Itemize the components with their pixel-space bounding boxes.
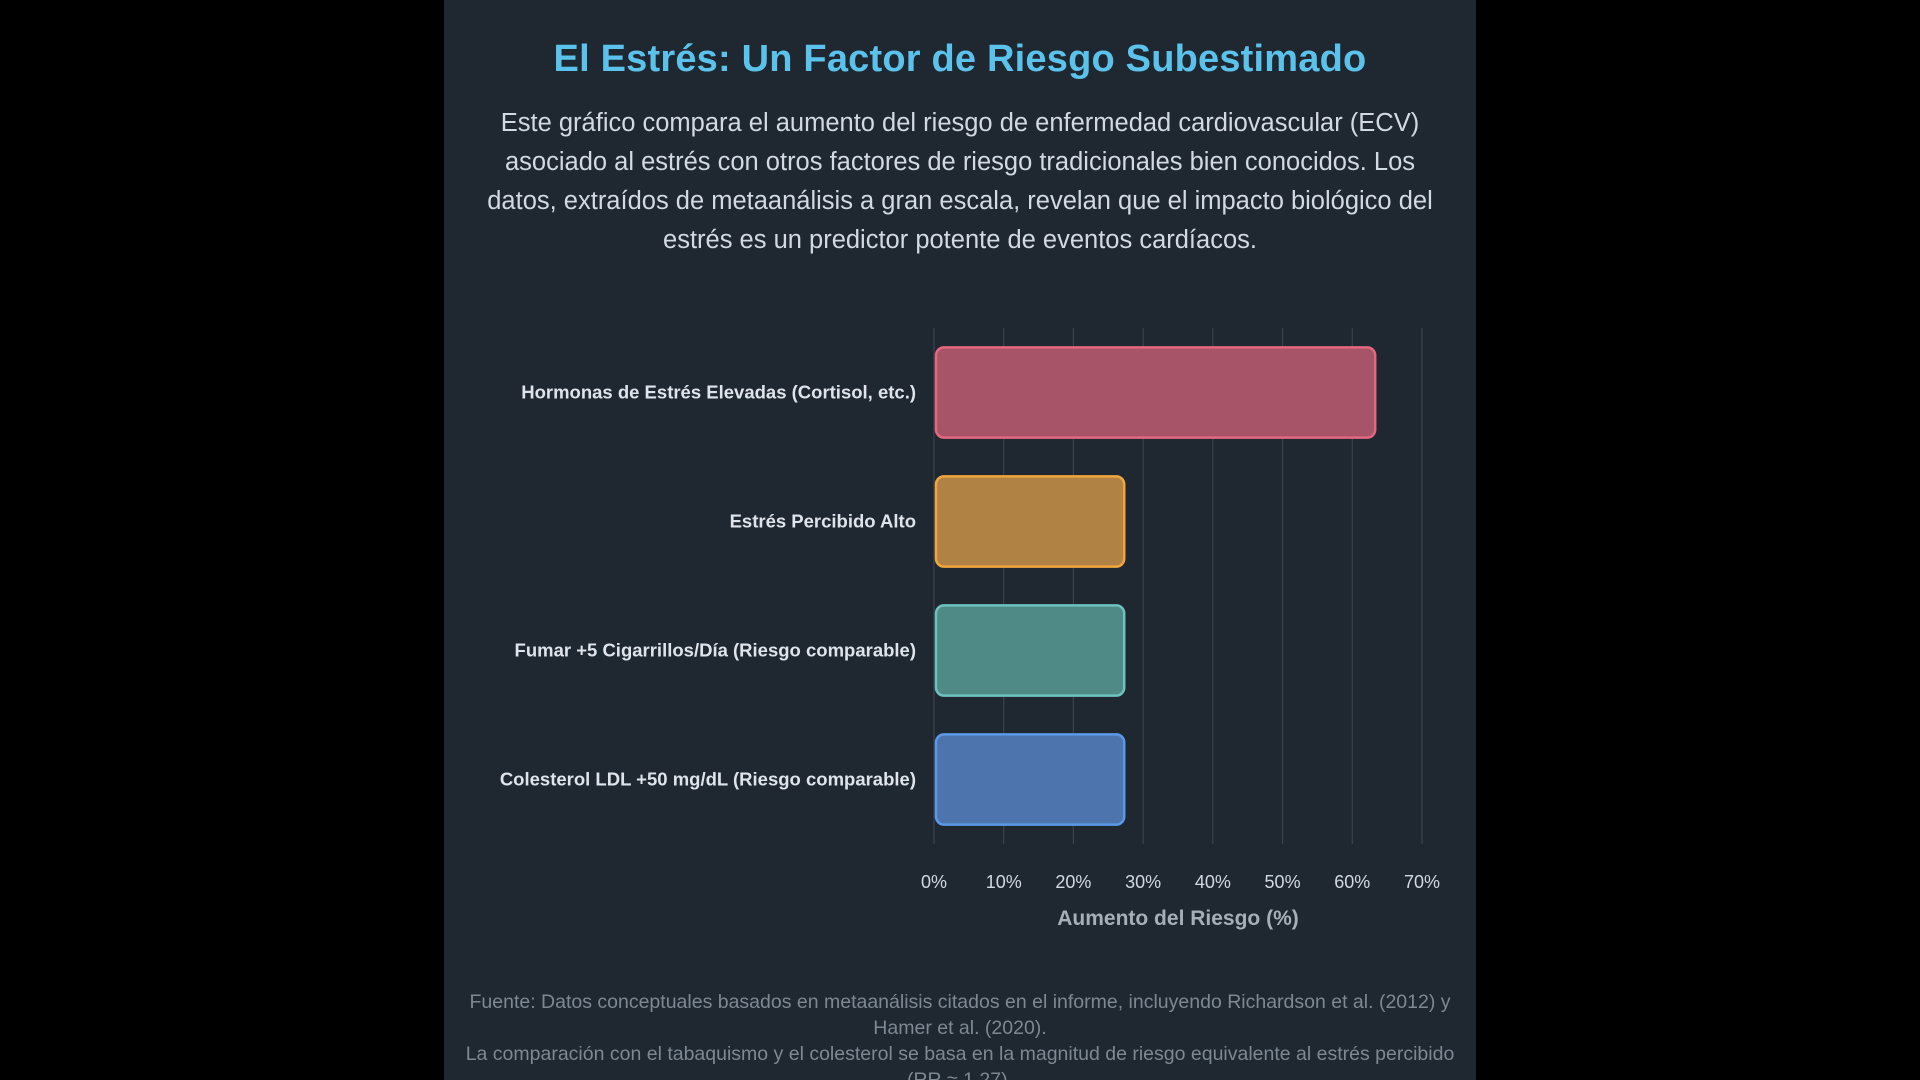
x-axis-title: Aumento del Riesgo (%) [1057,907,1299,930]
bar [934,475,1126,568]
chart-panel: El Estrés: Un Factor de Riesgo Subestima… [444,0,1476,1080]
x-tick-label: 60% [1334,872,1370,892]
category-label: Fumar +5 Cigarrillos/Día (Riesgo compara… [515,640,916,661]
x-tick-label: 50% [1265,872,1301,892]
x-tick-label: 40% [1195,872,1231,892]
source-line-2: La comparación con el tabaquismo y el co… [465,1043,1455,1080]
x-tick-labels: 0% 10% 20% 30% 40% 50% 60% 70% [921,872,1440,892]
x-tick-label: 10% [986,872,1022,892]
page-title: El Estrés: Un Factor de Riesgo Subestima… [553,38,1367,80]
bars [934,346,1377,826]
category-label: Estrés Percibido Alto [730,511,916,532]
bar [934,346,1377,439]
x-tick-label: 70% [1404,872,1440,892]
x-tick-label: 20% [1055,872,1091,892]
bar [934,733,1126,826]
x-tick-label: 0% [921,872,947,892]
category-label: Colesterol LDL +50 mg/dL (Riesgo compara… [500,769,916,790]
source-note: Fuente: Datos conceptuales basados en me… [464,989,1456,1080]
page-description: Este gráfico compara el aumento del ries… [487,109,1433,254]
category-labels: Hormonas de Estrés Elevadas (Cortisol, e… [500,382,916,790]
source-line-1: Fuente: Datos conceptuales basados en me… [469,991,1451,1039]
bar [934,604,1126,697]
bar-chart: Hormonas de Estrés Elevadas (Cortisol, e… [500,328,1440,930]
x-tick-label: 30% [1125,872,1161,892]
category-label: Hormonas de Estrés Elevadas (Cortisol, e… [521,382,916,403]
